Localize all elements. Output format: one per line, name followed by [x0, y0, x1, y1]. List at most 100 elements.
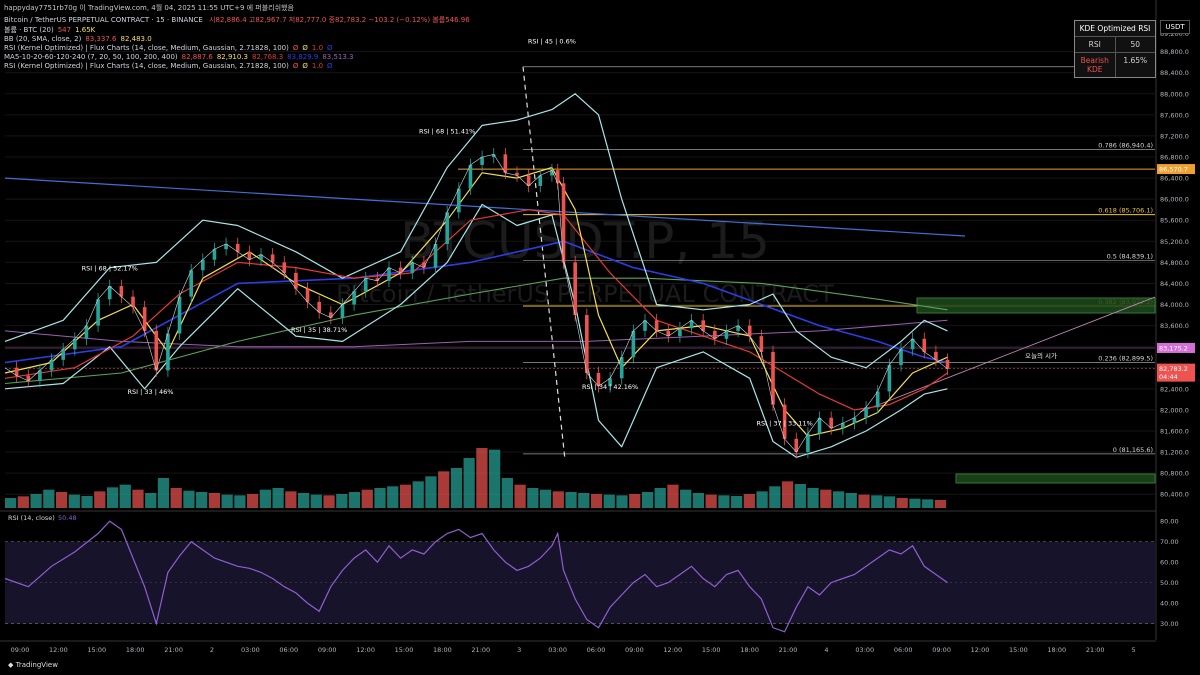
candle-body: [945, 359, 950, 369]
candle-body: [643, 320, 647, 331]
candle-body: [817, 417, 822, 434]
candle-body: [736, 325, 740, 331]
volume-bar: [348, 492, 361, 508]
x-tick-label: 03:00: [855, 646, 874, 654]
kde-value: 1.65%: [1123, 56, 1148, 65]
time-axis: 09:00 12:00 15:00 18:00 21:00 2 03:00 06:00 09:0…: [0, 640, 1156, 654]
rsi-tick-label: 40.00: [1160, 600, 1179, 608]
candle-body: [457, 188, 461, 213]
rsi-divergence-label: RSI | 45 | 0.6%: [528, 38, 576, 46]
candle-body: [445, 212, 449, 244]
kde-label: Bearish KDE: [1075, 53, 1116, 77]
y-tick-label: 87,600.0: [1160, 111, 1189, 119]
x-tick-label: 15:00: [395, 646, 414, 654]
y-tick-label: 88,800.0: [1160, 48, 1189, 56]
volume-bar: [807, 488, 819, 508]
x-tick-label: 18:00: [740, 646, 759, 654]
candle-body: [235, 243, 240, 252]
x-tick-label: 06:00: [279, 646, 298, 654]
volume-bar: [183, 490, 195, 508]
rsi-divergence-label: RSI | 34 | 42.16%: [582, 383, 638, 391]
volume-bar: [616, 495, 628, 508]
volume-bar: [374, 488, 386, 508]
indicator-2[interactable]: RSI (Kernel Optimized) | Flux Charts (14…: [4, 44, 337, 53]
candle-body: [922, 338, 927, 352]
candle-body: [154, 330, 159, 371]
price-tags: 86,570.7 83,175.2 82,783.204:44: [1157, 164, 1195, 382]
candle-body: [934, 351, 938, 360]
y-tick-label: 80,800.0: [1160, 470, 1189, 478]
candle-body: [573, 262, 577, 316]
volume-bar: [654, 488, 666, 508]
volume-bar: [794, 484, 806, 508]
volume-bar: [832, 491, 845, 508]
candle-body: [340, 304, 345, 318]
candle-body: [84, 325, 89, 339]
x-tick-label: 12:00: [356, 646, 375, 654]
volume-bar: [450, 468, 463, 508]
candle-body: [701, 320, 705, 331]
y-tick-label: 85,200.0: [1160, 238, 1189, 246]
candle-body: [73, 338, 77, 350]
candle-body: [119, 286, 124, 297]
price-tag-countdown: 04:44: [1159, 373, 1178, 381]
y-tick-label: 80,400.0: [1160, 491, 1189, 499]
indicator-1[interactable]: BB (20, SMA, close, 2) 83,337.6 82,483.0: [4, 35, 156, 44]
candle-body: [678, 328, 682, 337]
candle-body: [596, 373, 601, 387]
indicator-value: Ø: [292, 62, 299, 70]
volume-bar: [157, 478, 170, 508]
y-tick-label: 81,200.0: [1160, 449, 1189, 457]
indicator-value: Ø: [292, 44, 299, 52]
indicator-0[interactable]: 볼륨 · BTC (20) 547 1.65K: [4, 26, 99, 35]
y-tick-label: 88,000.0: [1160, 90, 1189, 98]
y-tick-label: 81,600.0: [1160, 427, 1189, 435]
indicator-value: 83,829.9: [287, 53, 319, 61]
ma-green: [4, 277, 948, 385]
x-tick-label: 09:00: [932, 646, 951, 654]
volume-bar: [578, 493, 590, 508]
tradingview-logo-icon: ◆: [8, 661, 14, 669]
y-tick-label: 82,400.0: [1160, 385, 1189, 393]
volume-bar: [361, 489, 373, 508]
volume-bar: [781, 481, 794, 508]
y-tick-label: 85,600.0: [1160, 217, 1189, 225]
candle-body: [480, 156, 484, 165]
y-tick-label: 88,400.0: [1160, 69, 1189, 77]
volume-bar: [718, 495, 730, 508]
candle-body: [713, 330, 717, 339]
indicator-label: BB (20, SMA, close, 2): [4, 35, 82, 43]
x-tick-label: 15:00: [702, 646, 721, 654]
indicator-value: Ø: [327, 62, 333, 70]
price-tag-label: 82,783.2: [1159, 365, 1188, 373]
candle-body: [503, 154, 508, 173]
volume-bar: [590, 494, 603, 508]
y-tick-label: 84,000.0: [1160, 301, 1189, 309]
volume-bar: [5, 498, 17, 508]
kde-table: KDE Optimized RSI RSI 50 Bearish KDE 1.6…: [1074, 20, 1156, 78]
price-tag-bg: [1157, 342, 1195, 353]
volume-bar: [285, 491, 297, 508]
indicator-4[interactable]: RSI (Kernel Optimized) | Flux Charts (14…: [4, 62, 337, 71]
indicator-3[interactable]: MA5-10-20-60-120-240 (7, 20, 50, 100, 20…: [4, 53, 358, 62]
candle-body: [212, 249, 217, 260]
volume-bar: [565, 492, 577, 508]
volume-bar: [310, 494, 322, 508]
volume-bar: [247, 494, 259, 508]
candle-body: [538, 175, 543, 186]
candle-body: [270, 254, 275, 263]
candle-body: [352, 291, 356, 305]
volume-bar: [259, 489, 271, 508]
candle-body: [561, 183, 566, 263]
candle-body: [398, 267, 403, 273]
candle-body: [247, 251, 252, 260]
symbol-name[interactable]: Bitcoin / TetherUS PERPETUAL CONTRACT · …: [4, 16, 203, 24]
today-open-label: 오늘의 시가: [1025, 351, 1057, 360]
currency-button[interactable]: USDT: [1160, 20, 1190, 34]
candle-body: [666, 330, 671, 337]
indicator-value: 82,887.6: [181, 53, 213, 61]
volume-bar: [336, 494, 348, 508]
volume-bar: [871, 495, 883, 508]
y-tick-label: 89,200.0: [1160, 30, 1189, 38]
